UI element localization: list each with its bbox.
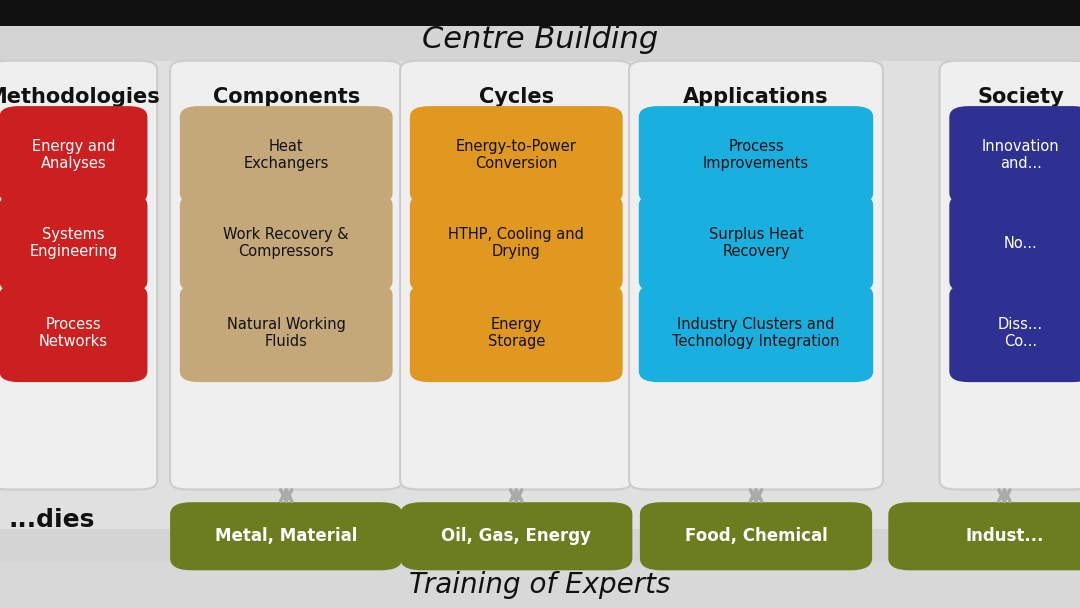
FancyBboxPatch shape: [0, 61, 1080, 529]
FancyBboxPatch shape: [180, 195, 393, 292]
FancyBboxPatch shape: [949, 106, 1080, 204]
Text: RA 2: RA 2: [266, 112, 307, 131]
Text: No...: No...: [1003, 236, 1038, 250]
FancyBboxPatch shape: [400, 61, 633, 489]
FancyBboxPatch shape: [0, 195, 148, 292]
Text: Work Recovery &
Compressors: Work Recovery & Compressors: [224, 227, 349, 260]
Text: Process
Networks: Process Networks: [39, 317, 108, 350]
Text: Industry Clusters and
Technology Integration: Industry Clusters and Technology Integra…: [672, 317, 840, 350]
FancyBboxPatch shape: [180, 285, 393, 382]
FancyBboxPatch shape: [888, 502, 1080, 570]
Text: Metal, Material: Metal, Material: [215, 527, 357, 545]
Text: Training of Experts: Training of Experts: [409, 571, 671, 599]
Text: HTHP, Cooling and
Drying: HTHP, Cooling and Drying: [448, 227, 584, 260]
FancyBboxPatch shape: [409, 195, 622, 292]
FancyBboxPatch shape: [0, 61, 158, 489]
Text: Components: Components: [213, 88, 360, 107]
Text: ...dies: ...dies: [9, 508, 95, 532]
Text: Energy-to-Power
Conversion: Energy-to-Power Conversion: [456, 139, 577, 171]
Text: RA 5: RA 5: [1000, 112, 1041, 131]
Text: Energy
Storage: Energy Storage: [487, 317, 545, 350]
FancyBboxPatch shape: [638, 285, 873, 382]
Text: RA 1: RA 1: [53, 112, 94, 131]
FancyBboxPatch shape: [638, 106, 873, 204]
Text: Indust...: Indust...: [966, 527, 1043, 545]
Text: Applications: Applications: [684, 88, 828, 107]
Text: RA 4: RA 4: [735, 112, 777, 131]
FancyBboxPatch shape: [638, 195, 873, 292]
Text: Innovation
and...: Innovation and...: [982, 139, 1059, 171]
FancyBboxPatch shape: [0, 106, 148, 204]
Text: Process
Improvements: Process Improvements: [703, 139, 809, 171]
Text: Energy and
Analyses: Energy and Analyses: [31, 139, 116, 171]
FancyBboxPatch shape: [940, 61, 1080, 489]
FancyBboxPatch shape: [639, 502, 873, 570]
Text: Methodologies: Methodologies: [0, 88, 160, 107]
FancyBboxPatch shape: [949, 195, 1080, 292]
Text: Cycles: Cycles: [478, 88, 554, 107]
FancyBboxPatch shape: [0, 285, 148, 382]
Text: Surplus Heat
Recovery: Surplus Heat Recovery: [708, 227, 804, 260]
Text: RA 3: RA 3: [496, 112, 537, 131]
Text: Society: Society: [977, 88, 1064, 107]
Text: Diss...
Co...: Diss... Co...: [998, 317, 1043, 350]
Text: Heat
Exchangers: Heat Exchangers: [243, 139, 329, 171]
FancyBboxPatch shape: [409, 285, 622, 382]
Text: Food, Chemical: Food, Chemical: [685, 527, 827, 545]
FancyBboxPatch shape: [0, 562, 1080, 608]
FancyBboxPatch shape: [949, 285, 1080, 382]
FancyBboxPatch shape: [409, 106, 622, 204]
Text: Systems
Engineering: Systems Engineering: [29, 227, 118, 260]
Text: Centre Building: Centre Building: [422, 25, 658, 54]
Text: Oil, Gas, Energy: Oil, Gas, Energy: [442, 527, 591, 545]
FancyBboxPatch shape: [180, 106, 393, 204]
Text: Natural Working
Fluids: Natural Working Fluids: [227, 317, 346, 350]
FancyBboxPatch shape: [400, 502, 632, 570]
FancyBboxPatch shape: [0, 0, 1080, 26]
FancyBboxPatch shape: [171, 61, 403, 489]
FancyBboxPatch shape: [629, 61, 883, 489]
FancyBboxPatch shape: [171, 502, 403, 570]
